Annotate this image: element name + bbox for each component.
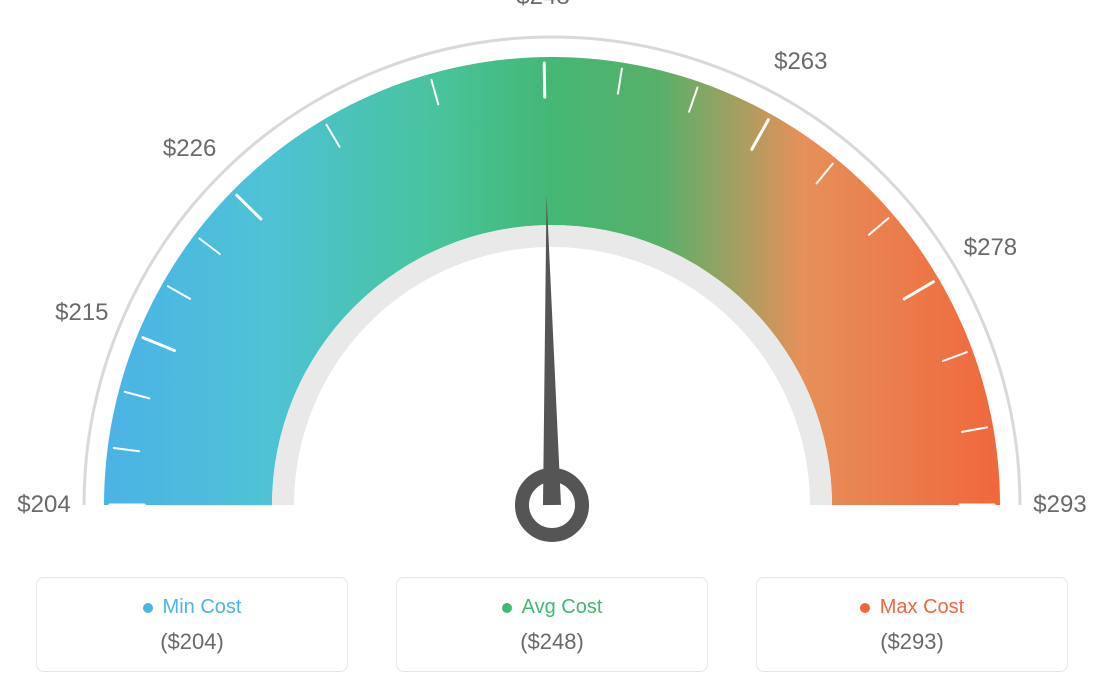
- legend-title: Min Cost: [143, 596, 242, 619]
- tick-label: $263: [774, 48, 827, 76]
- legend-card-min: Min Cost ($204): [36, 577, 348, 672]
- legend-title-text: Min Cost: [163, 596, 242, 619]
- tick-label: $293: [1033, 491, 1086, 519]
- tick-label: $278: [964, 234, 1017, 262]
- tick-label: $248: [516, 0, 569, 11]
- legend-value: ($204): [47, 629, 337, 655]
- legend-value: ($248): [407, 629, 697, 655]
- legend-title-text: Avg Cost: [522, 596, 603, 619]
- legend-dot-icon: [143, 603, 153, 613]
- gauge-chart: $204 $215 $226 $248 $263 $278 $293: [0, 0, 1104, 560]
- tick-major: [544, 63, 545, 97]
- legend-row: Min Cost ($204) Avg Cost ($248) Max Cost ($29…: [0, 577, 1104, 672]
- legend-card-max: Max Cost ($293): [756, 577, 1068, 672]
- legend-title: Max Cost: [860, 596, 964, 619]
- legend-dot-icon: [860, 603, 870, 613]
- legend-title: Avg Cost: [502, 596, 603, 619]
- legend-value: ($293): [767, 629, 1057, 655]
- tick-label: $215: [55, 299, 108, 327]
- legend-card-avg: Avg Cost ($248): [396, 577, 708, 672]
- legend-title-text: Max Cost: [880, 596, 964, 619]
- tick-label: $226: [163, 135, 216, 163]
- legend-dot-icon: [502, 603, 512, 613]
- tick-label: $204: [17, 491, 70, 519]
- gauge-svg: [0, 0, 1104, 560]
